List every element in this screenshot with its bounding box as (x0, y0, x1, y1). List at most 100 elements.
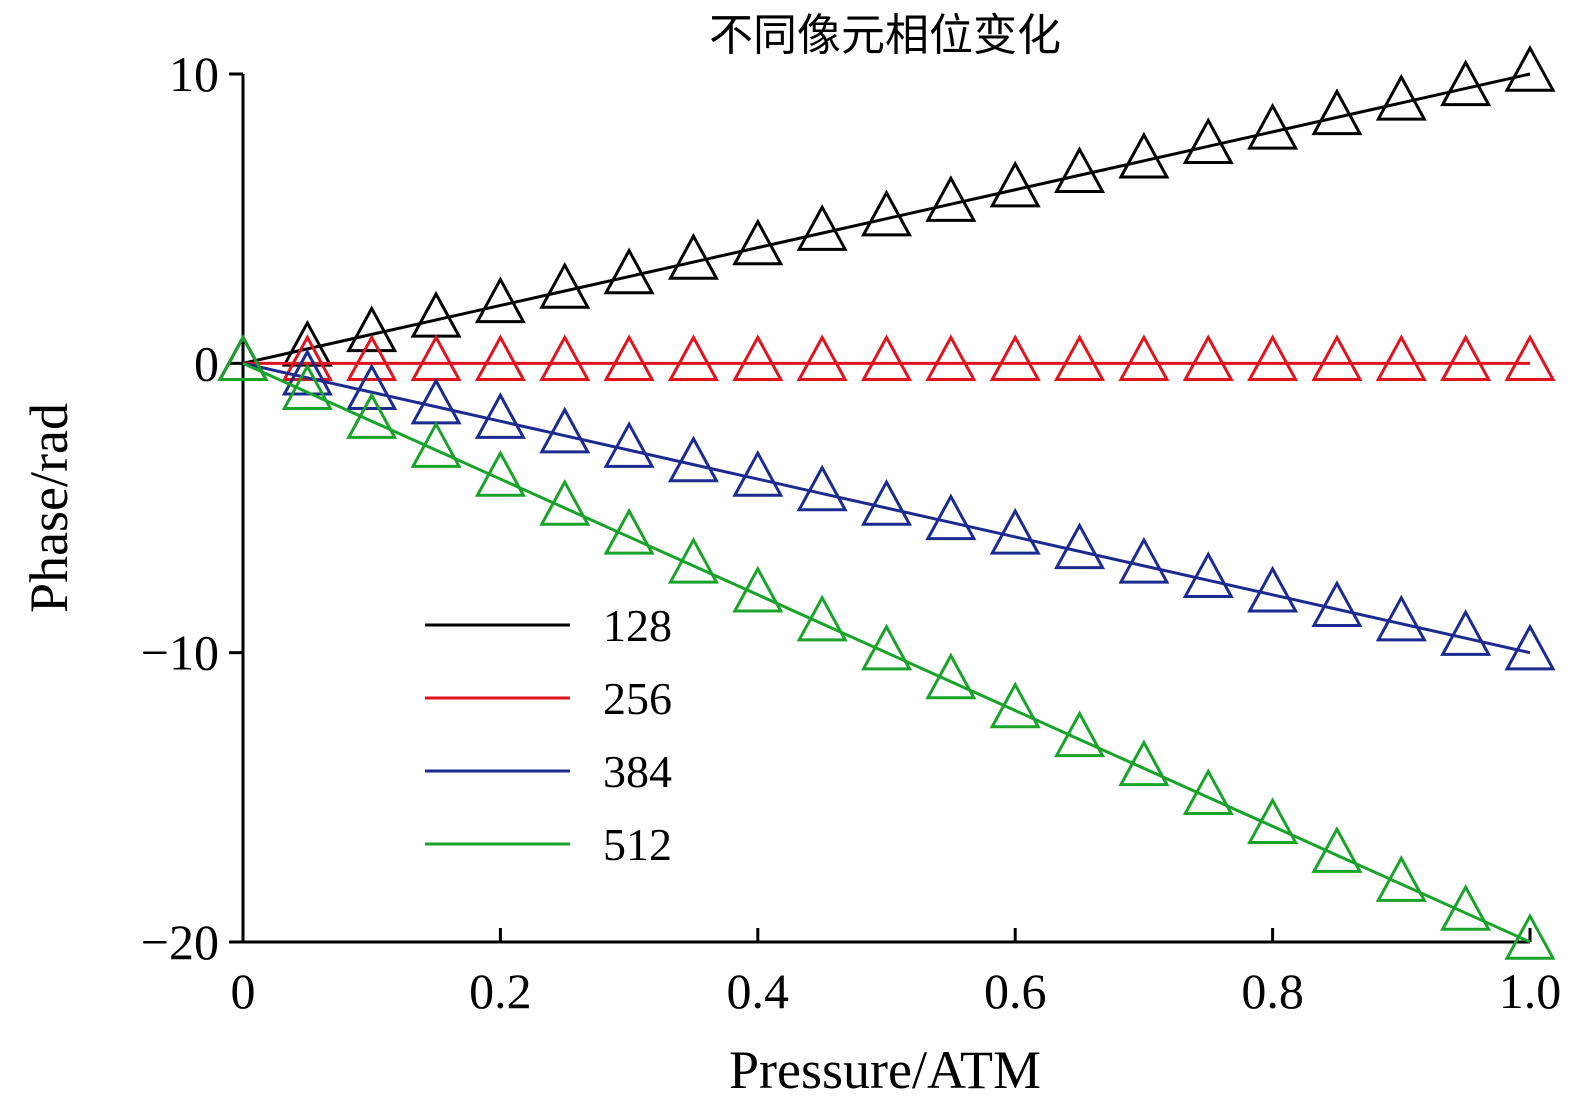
data-point-marker (1054, 710, 1106, 758)
series-256 (217, 334, 1556, 382)
data-point-marker (989, 334, 1041, 382)
data-point-marker (667, 536, 719, 584)
x-tick-label: 0.8 (1241, 963, 1304, 1019)
x-tick-label: 0.2 (469, 963, 532, 1019)
data-point-marker (860, 478, 913, 526)
data-point-marker (474, 334, 526, 382)
y-tick-label: −20 (141, 914, 219, 970)
y-tick-label: 0 (194, 335, 219, 391)
data-point-marker (925, 493, 977, 541)
y-axis-label: Phase/rad (19, 403, 79, 613)
data-point-marker (667, 334, 719, 382)
data-point-marker (346, 392, 398, 439)
data-point-marker (732, 450, 784, 497)
data-point-marker (1375, 594, 1427, 642)
x-axis-ticks: 0 0.2 0.4 0.6 0.8 1.0 (231, 928, 1562, 1019)
data-point-marker (796, 334, 848, 382)
data-point-marker (1504, 44, 1556, 92)
data-point-marker (603, 507, 655, 555)
data-point-marker (217, 334, 269, 382)
data-point-marker (1054, 522, 1106, 570)
data-point-marker (410, 421, 462, 468)
data-point-marker (281, 363, 333, 410)
data-point-marker (1440, 59, 1492, 107)
data-point-marker (1247, 565, 1299, 613)
series-layer (217, 44, 1556, 960)
data-point-marker (410, 334, 462, 382)
data-point-marker (539, 261, 591, 309)
data-point-marker (1054, 146, 1106, 193)
data-point-marker (1504, 623, 1556, 671)
data-point-marker (1311, 580, 1363, 627)
data-point-marker (732, 334, 784, 382)
data-point-marker (603, 334, 655, 382)
data-point-marker (1504, 912, 1556, 960)
legend-label: 512 (603, 819, 672, 870)
legend-label: 128 (603, 600, 672, 651)
data-point-marker (667, 435, 719, 483)
data-point-marker (1375, 73, 1427, 121)
data-point-marker (1182, 334, 1234, 382)
data-point-marker (1054, 334, 1106, 382)
x-axis-label: Pressure/ATM (729, 1040, 1041, 1100)
data-point-marker (474, 450, 526, 497)
data-point-marker (989, 507, 1041, 555)
data-point-marker (989, 160, 1041, 208)
data-point-marker (1311, 334, 1363, 382)
data-point-marker (474, 276, 526, 324)
plot-area (241, 74, 1530, 944)
data-point-marker (603, 247, 655, 295)
series-512 (217, 334, 1556, 960)
data-point-marker (1375, 855, 1427, 902)
data-point-marker (1311, 826, 1363, 873)
data-point-marker (860, 623, 913, 671)
data-point-marker (281, 348, 333, 396)
data-point-marker (539, 406, 591, 454)
data-point-marker (860, 334, 913, 382)
x-tick-label: 1.0 (1499, 963, 1562, 1019)
data-point-marker (1504, 334, 1556, 382)
data-point-marker (474, 392, 526, 439)
data-point-marker (796, 594, 848, 642)
data-point-marker (1118, 131, 1170, 179)
data-point-marker (1440, 609, 1492, 656)
data-point-marker (989, 681, 1041, 729)
data-point-marker (1118, 739, 1170, 787)
data-point-marker (1182, 117, 1234, 165)
data-point-marker (1440, 884, 1492, 931)
data-point-marker (603, 421, 655, 468)
data-point-marker (539, 478, 591, 526)
data-point-marker (732, 565, 784, 613)
data-point-marker (1118, 334, 1170, 382)
series-line (242, 361, 1531, 944)
data-point-marker (796, 464, 848, 512)
data-point-marker (925, 175, 977, 222)
data-point-marker (1182, 551, 1234, 599)
data-point-marker (1118, 536, 1170, 584)
series-128 (217, 44, 1556, 382)
y-axis-ticks: 10 0 −10 −20 (141, 46, 243, 970)
data-point-marker (346, 305, 398, 353)
series-line (242, 72, 1531, 365)
y-tick-label: 10 (169, 46, 219, 102)
y-tick-label: −10 (141, 625, 219, 681)
data-point-marker (732, 218, 784, 266)
data-point-marker (539, 334, 591, 382)
data-point-marker (346, 363, 398, 410)
data-point-marker (1440, 334, 1492, 382)
data-point-marker (1375, 334, 1427, 382)
x-tick-label: 0.4 (727, 963, 790, 1019)
data-point-marker (1182, 768, 1234, 816)
legend: 128 256 384 512 (425, 600, 672, 870)
legend-label: 256 (603, 673, 672, 724)
data-point-marker (281, 334, 333, 382)
x-tick-label: 0 (231, 963, 256, 1019)
data-point-marker (925, 652, 977, 700)
chart-title: 不同像元相位变化 (709, 11, 1061, 60)
data-point-marker (796, 204, 848, 251)
data-point-marker (667, 233, 719, 280)
legend-label: 384 (603, 746, 672, 797)
data-point-marker (925, 334, 977, 382)
data-point-marker (346, 334, 398, 382)
